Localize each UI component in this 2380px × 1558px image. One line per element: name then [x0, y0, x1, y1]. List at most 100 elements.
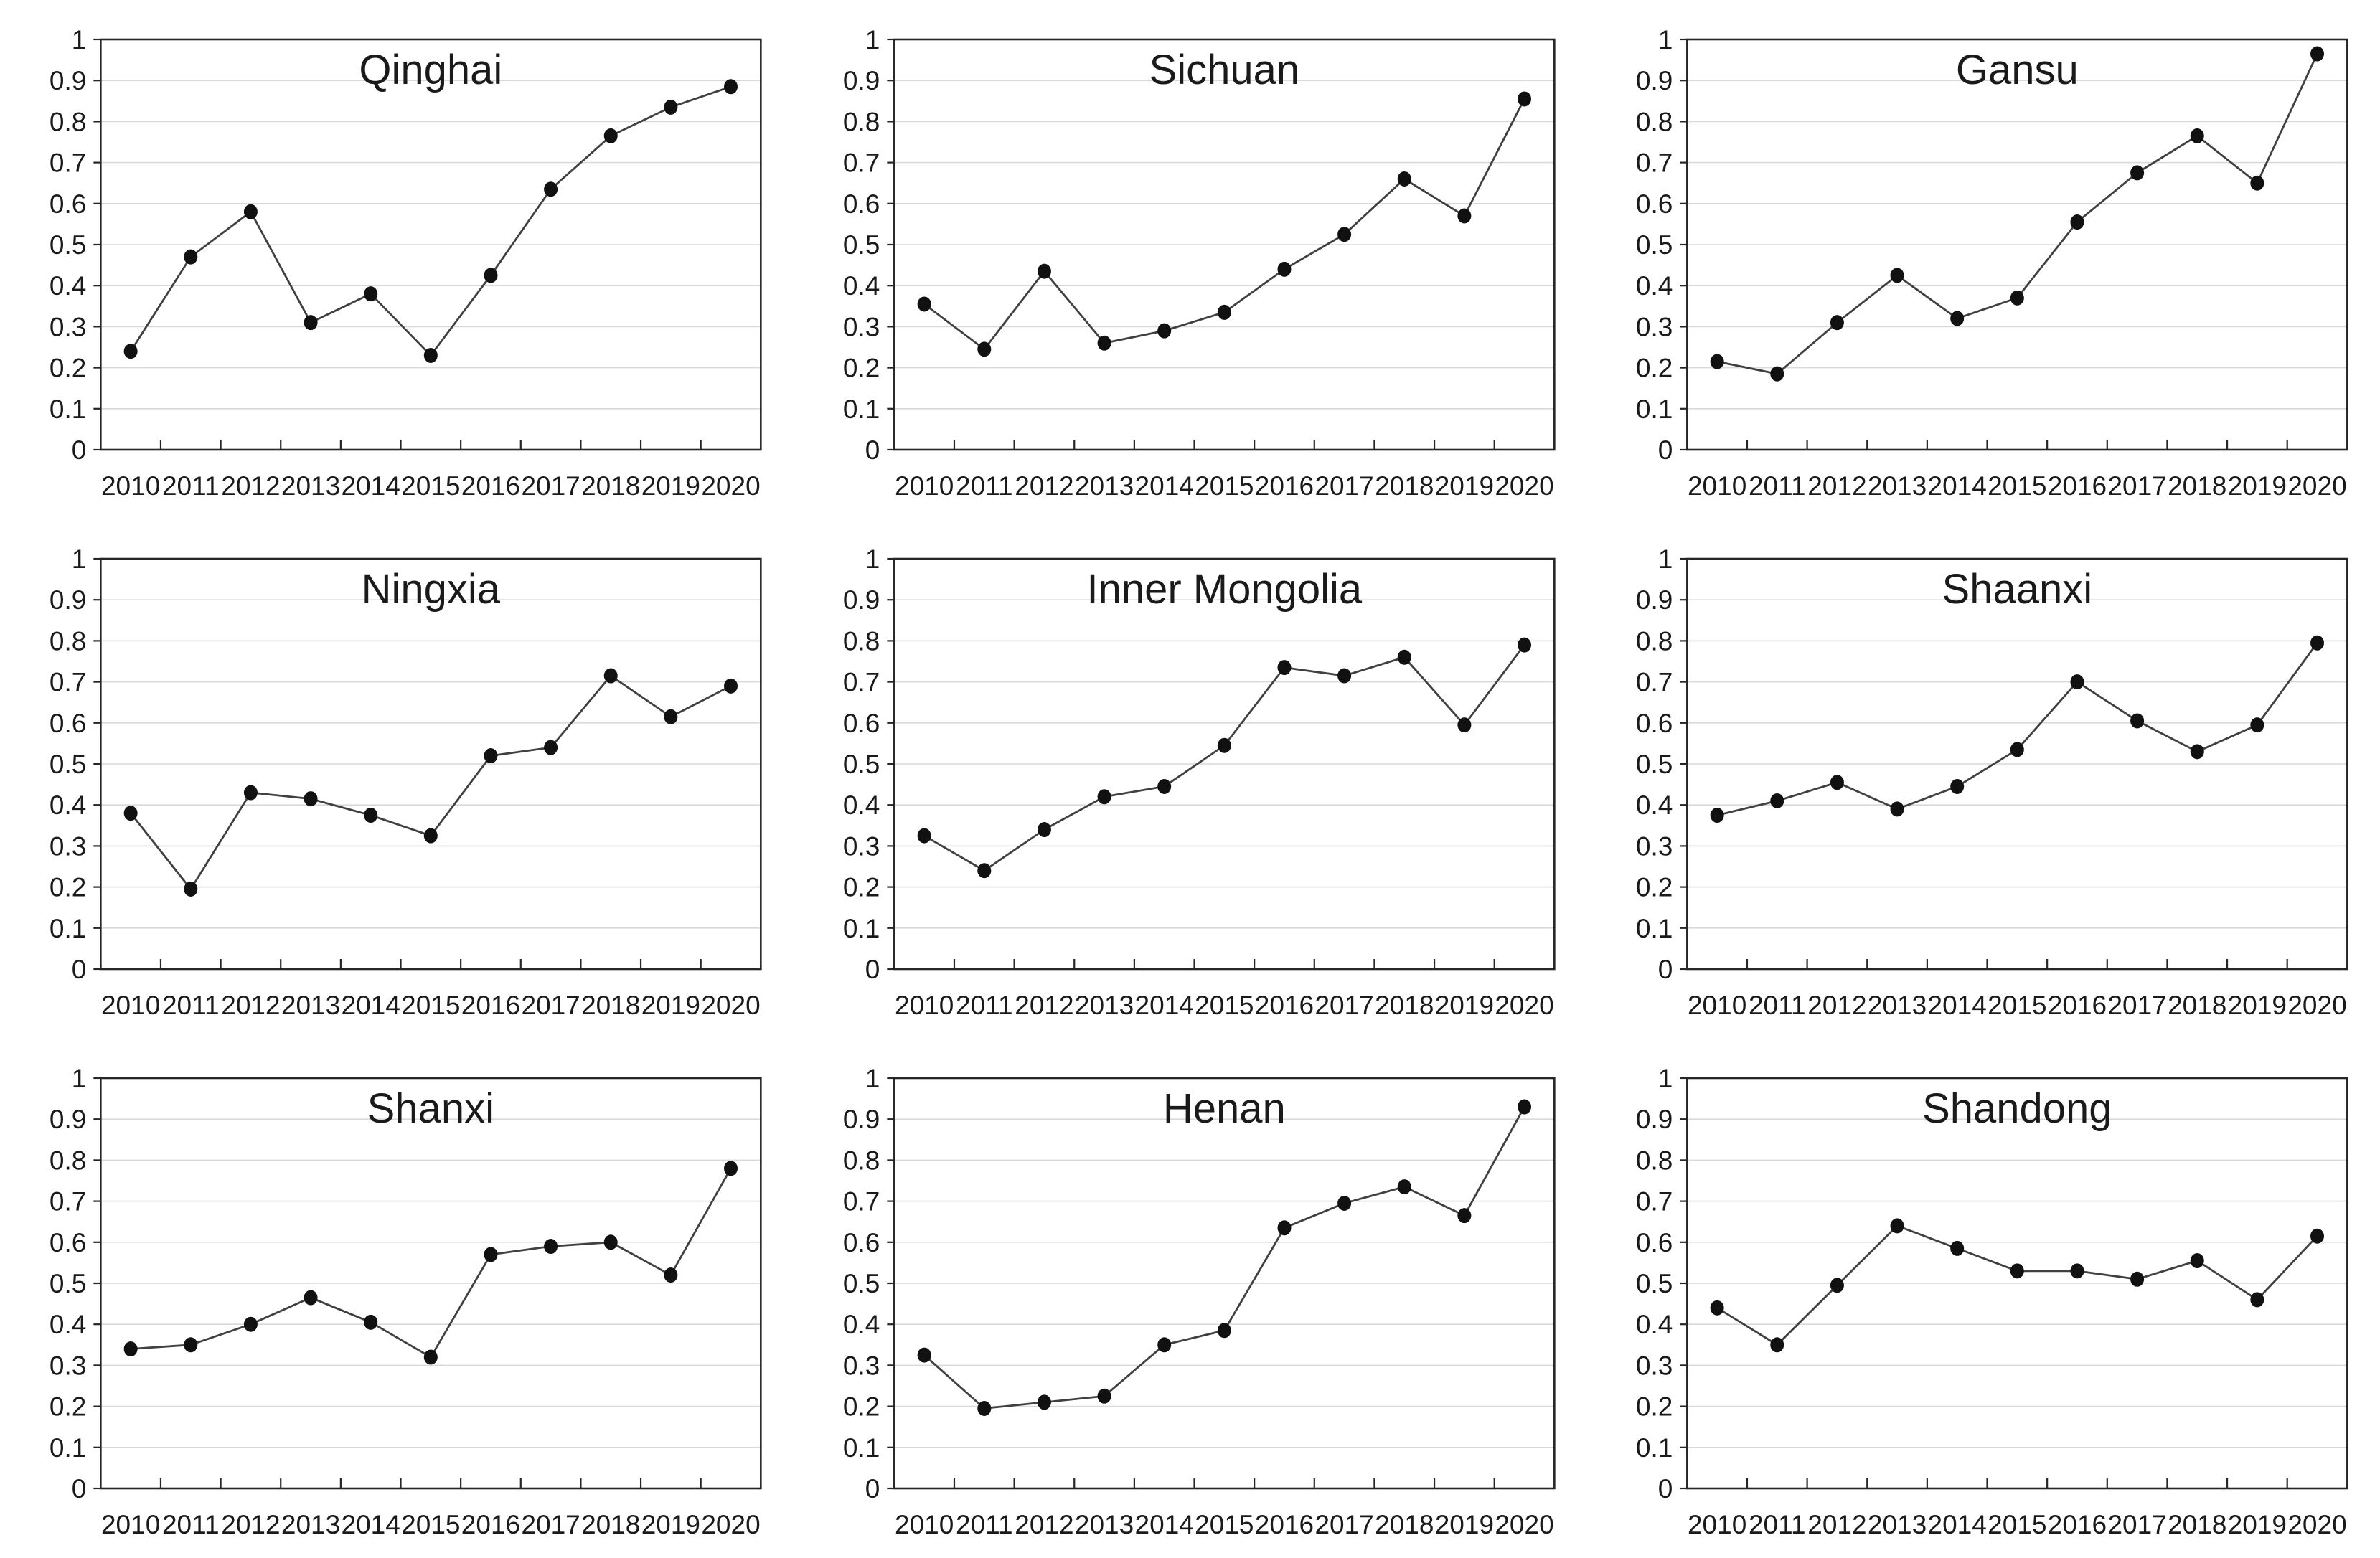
y-tick-label: 1: [1658, 1064, 1673, 1093]
y-tick-label: 0.1: [50, 1433, 86, 1463]
y-tick-label: 0.6: [843, 189, 880, 219]
y-tick-label: 0.6: [50, 709, 86, 738]
x-tick-label: 2019: [2228, 471, 2287, 501]
y-tick-label: 0.1: [1636, 395, 1673, 424]
x-tick-label: 2011: [956, 1510, 1013, 1539]
y-tick-label: 0.8: [50, 626, 86, 656]
y-tick-label: 0: [865, 435, 880, 465]
y-tick-label: 0.8: [843, 626, 880, 656]
y-tick-label: 0.6: [50, 1228, 86, 1257]
x-tick-label: 2015: [401, 991, 460, 1020]
y-tick-label: 0: [72, 435, 87, 465]
y-tick-label: 1: [865, 1064, 880, 1093]
data-point: [1710, 1300, 1724, 1316]
data-point: [123, 344, 138, 359]
data-point: [724, 678, 738, 694]
x-tick-label: 2016: [461, 991, 520, 1020]
x-tick-label: 2020: [701, 991, 760, 1020]
y-tick-label: 0.5: [1636, 230, 1673, 260]
y-tick-label: 0.7: [843, 668, 880, 697]
x-tick-label: 2016: [461, 1510, 520, 1539]
data-point: [724, 79, 738, 95]
y-tick-label: 1: [1658, 25, 1673, 55]
y-tick-label: 0.2: [843, 1392, 880, 1422]
x-tick-label: 2014: [1134, 991, 1193, 1020]
chart-title: Shanxi: [367, 1085, 494, 1132]
y-tick-label: 0.8: [843, 107, 880, 136]
data-point: [544, 1239, 558, 1255]
x-tick-label: 2012: [221, 1510, 280, 1539]
x-tick-label: 2011: [1749, 471, 1806, 501]
plot-border: [1686, 557, 2348, 971]
y-tick-label: 0.7: [1636, 668, 1673, 697]
data-line: [129, 85, 731, 357]
x-tick-label: 2020: [701, 1510, 760, 1539]
data-point: [243, 785, 258, 801]
y-tick-label: 0.2: [1636, 873, 1673, 902]
x-tick-label: 2020: [1495, 471, 1553, 501]
data-point: [1457, 717, 1472, 733]
data-point: [664, 99, 678, 115]
data-point: [1710, 808, 1724, 823]
data-point: [2010, 290, 2025, 306]
y-tick-label: 0.9: [1636, 66, 1673, 95]
x-tick-label: 2018: [581, 471, 640, 501]
chart-qinghai: 0 0.1 0.2 0.3 0.4 0.5 0.6 0.7 0.8 0.9 1 2010 2011 201…: [0, 0, 794, 519]
x-tick-label: 2019: [1434, 471, 1493, 501]
data-point: [724, 1161, 738, 1176]
y-tick-label: 0: [72, 955, 87, 984]
chart-title: Inner Mongolia: [1086, 566, 1362, 613]
x-tick-label: 2018: [1375, 471, 1434, 501]
x-tick-label: 2010: [895, 991, 954, 1020]
x-tick-label: 2014: [342, 991, 400, 1020]
y-tick-label: 0.9: [50, 585, 86, 615]
y-tick-label: 0.5: [50, 1269, 86, 1298]
data-point: [2250, 175, 2264, 191]
data-line: [131, 1168, 732, 1359]
x-tick-label: 2019: [2228, 991, 2287, 1020]
data-point: [2010, 742, 2025, 757]
y-tick-label: 0.9: [1636, 1105, 1673, 1134]
x-tick-label: 2018: [1375, 991, 1434, 1020]
x-tick-label: 2017: [2108, 471, 2167, 501]
x-tick-label: 2018: [581, 991, 640, 1020]
data-point: [304, 791, 318, 807]
chart-shaanxi: 0 0.1 0.2 0.3 0.4 0.5 0.6 0.7 0.8 0.9 1 2010 2011 201…: [1586, 519, 2380, 1039]
x-tick-label: 2015: [1195, 1510, 1254, 1539]
y-tick-label: 0.1: [1636, 914, 1673, 943]
y-tick-label: 0.6: [1636, 1228, 1673, 1257]
x-tick-label: 2018: [1375, 1510, 1434, 1539]
y-tick-label: 0.2: [50, 873, 86, 902]
y-tick-label: 0.4: [50, 790, 86, 820]
chart-title: Shaanxi: [1942, 566, 2093, 613]
data-point: [2310, 1228, 2325, 1244]
y-tick-label: 0.7: [50, 668, 86, 697]
y-tick-label: 0.8: [1636, 107, 1673, 136]
x-tick-label: 2019: [641, 471, 700, 501]
y-tick-label: 0.3: [1636, 831, 1673, 861]
data-point: [423, 347, 438, 363]
x-tick-label: 2017: [521, 471, 580, 501]
y-tick-label: 0.5: [843, 1269, 880, 1298]
data-point: [1830, 775, 1845, 790]
data-point: [977, 1400, 991, 1416]
y-tick-label: 0.9: [843, 66, 880, 95]
x-tick-label: 2013: [281, 471, 340, 501]
y-tick-label: 0.9: [50, 66, 86, 95]
x-tick-label: 2012: [1808, 991, 1867, 1020]
data-point: [1217, 1323, 1231, 1339]
y-tick-label: 0.6: [843, 709, 880, 738]
x-tick-label: 2018: [2168, 991, 2226, 1020]
data-point: [664, 709, 678, 724]
y-tick-label: 0.4: [1636, 1310, 1673, 1339]
data-point: [1397, 1179, 1411, 1195]
x-tick-label: 2019: [2228, 1510, 2287, 1539]
x-tick-label: 2010: [101, 471, 160, 501]
plot-border: [100, 38, 762, 451]
x-tick-label: 2011: [162, 471, 220, 501]
x-tick-label: 2017: [2108, 991, 2167, 1020]
x-tick-label: 2013: [1075, 1510, 1134, 1539]
